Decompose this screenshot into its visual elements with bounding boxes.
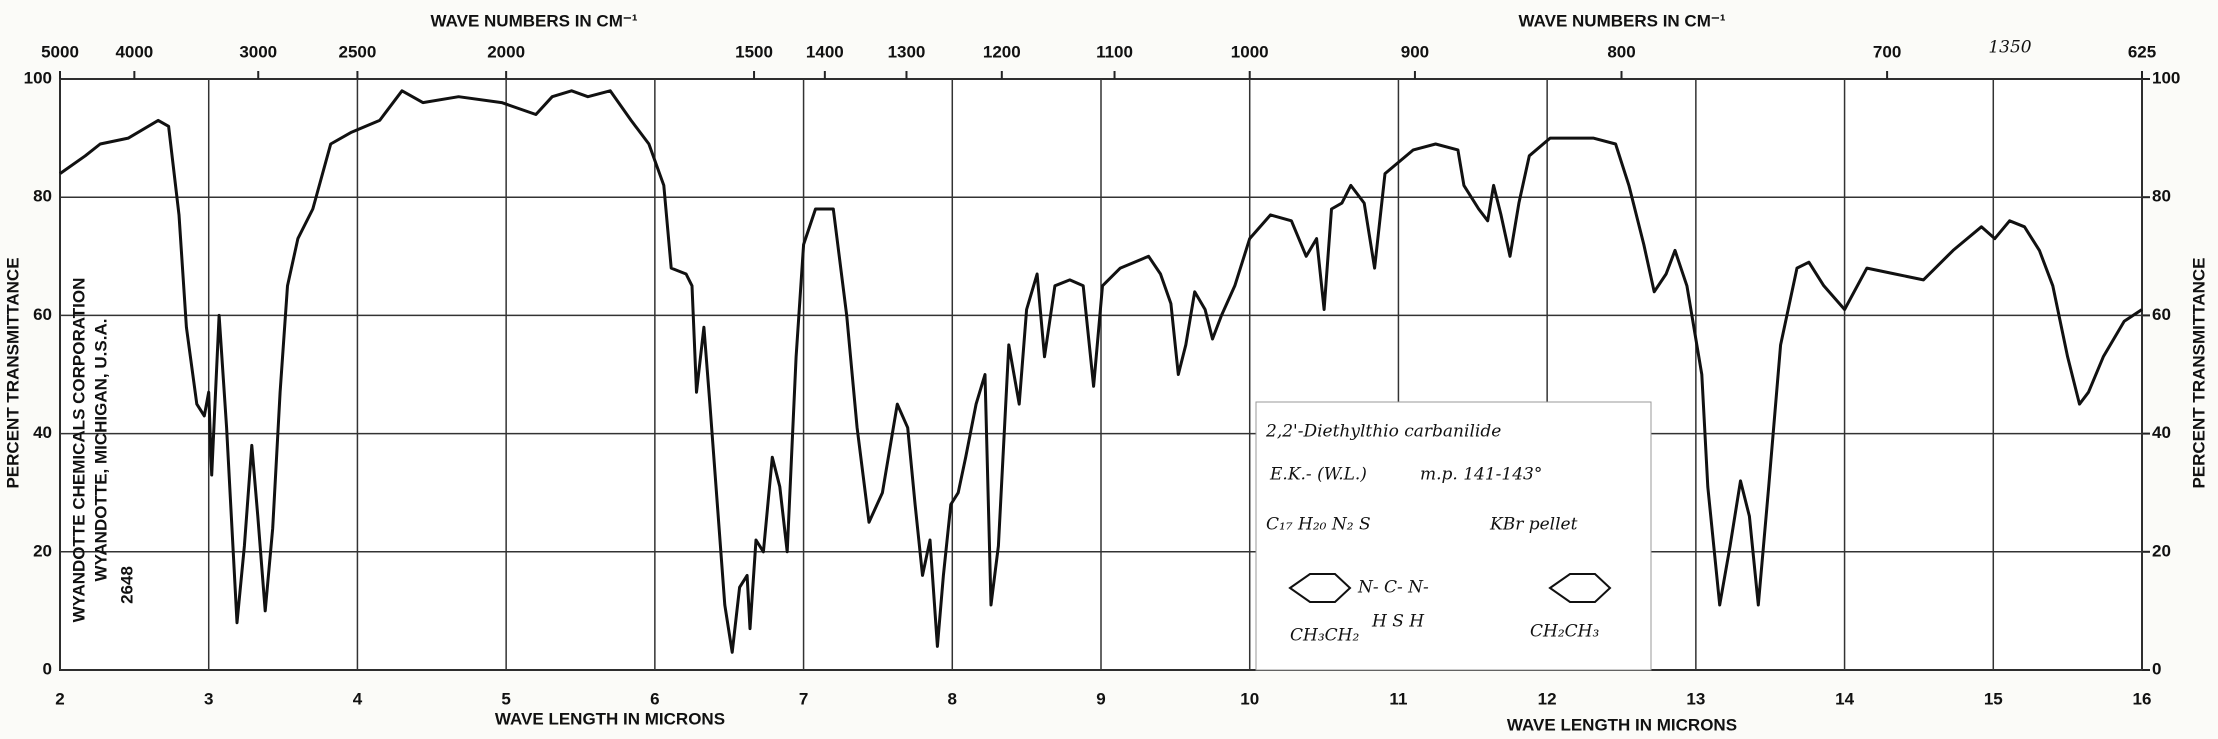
x-tick-label: 10 [1240,689,1259,708]
x2-tick-label: 1400 [806,42,844,61]
x2-axis-label: WAVE NUMBERS IN CM⁻¹ [431,11,638,30]
y-tick-label: 0 [43,659,52,678]
x-tick-label: 5 [501,689,510,708]
x2-tick-label: 2500 [339,42,377,61]
x-tick-label: 4 [353,689,363,708]
y2-tick-label: 0 [2152,659,2161,678]
x2-axis-label: WAVE NUMBERS IN CM⁻¹ [1519,11,1726,30]
x2-tick-label: 2000 [487,42,525,61]
inset-mp: m.p. 141-143° [1420,465,1542,485]
x2-tick-label: 5000 [41,42,79,61]
inset-name: 2,2'-Diethylthio carbanilide [1265,422,1501,442]
x2-tick-label: 1000 [1231,42,1269,61]
benzene-ring [1548,573,1612,603]
chart-title: 1350 [1988,38,2031,58]
y2-axis-label: PERCENT TRANSMITTANCE [2189,257,2208,488]
x2-tick-label: 700 [1873,42,1901,61]
x-tick-label: 14 [1835,689,1854,708]
x2-tick-label: 1100 [1096,42,1133,61]
stamp-place: WYANDOTTE, MICHIGAN, U.S.A. [91,319,110,582]
inset-box [1255,401,1652,671]
y-tick-label: 60 [33,305,52,324]
x2-tick-label: 625 [2128,42,2156,61]
spectrum-line [59,89,2143,654]
stamp-number: 2648 [117,566,136,604]
x2-tick-label: 800 [1607,42,1635,61]
inset: 2,2'-Diethylthio carbanilide E.K.- (W.L.… [1255,401,1652,671]
y2-tick-label: 20 [2152,541,2171,560]
x-tick-label: 9 [1096,689,1105,708]
inset-formula: C₁₇ H₂₀ N₂ S [1266,515,1371,535]
x-tick-label: 11 [1389,689,1407,708]
y-axis-label: PERCENT TRANSMITTANCE [3,257,22,488]
x-axis-label: WAVE LENGTH IN MICRONS [1507,715,1737,734]
structure-below: H S H [1371,612,1425,632]
x2-tick-label: 1200 [983,42,1021,61]
structure-left: CH₃CH₂ [1290,626,1359,646]
x-tick-label: 7 [799,689,808,708]
y-tick-label: 20 [33,541,52,560]
inset-source: E.K.- (W.L.) [1269,465,1367,485]
y2-tick-label: 80 [2152,187,2171,206]
x2-tick-label: 1500 [735,42,773,61]
y-tick-label: 100 [24,68,52,87]
x-tick-label: 6 [650,689,659,708]
x-tick-label: 2 [55,689,64,708]
x-tick-label: 3 [204,689,213,708]
x2-tick-label: 4000 [115,42,153,61]
x-tick-label: 16 [2133,689,2152,708]
inset-method: KBr pellet [1489,515,1578,535]
y-tick-label: 80 [33,187,52,206]
y2-tick-label: 100 [2152,68,2180,87]
x2-tick-label: 1300 [888,42,926,61]
x-tick-label: 8 [948,689,957,708]
y2-tick-label: 60 [2152,305,2171,324]
y-tick-label: 40 [33,423,52,442]
structure-right: CH₂CH₃ [1530,622,1599,642]
x-tick-label: 13 [1686,689,1705,708]
x2-tick-label: 3000 [239,42,277,61]
x2-tick-label: 900 [1401,42,1429,61]
x-axis-label: WAVE LENGTH IN MICRONS [495,709,725,728]
y2-tick-label: 40 [2152,423,2171,442]
x-tick-label: 12 [1538,689,1557,708]
x-tick-label: 15 [1984,689,2003,708]
structure-chain: N- C- N- [1357,578,1429,598]
benzene-ring [1288,573,1352,603]
stamp-company: WYANDOTTE CHEMICALS CORPORATION [69,278,88,623]
